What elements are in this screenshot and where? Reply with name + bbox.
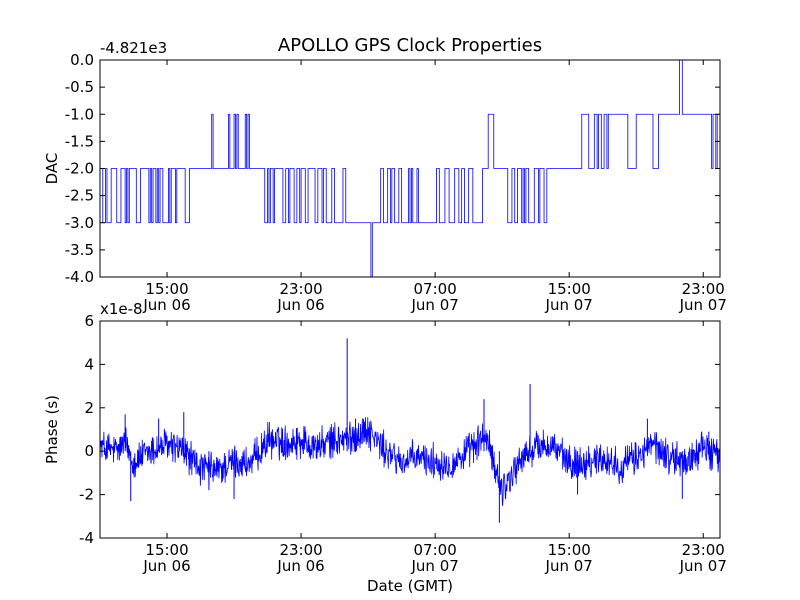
x-tick-label-date: Jun 07 xyxy=(410,296,458,314)
x-tick-label-date: Jun 07 xyxy=(679,557,727,575)
x-tick-label-time: 07:00 xyxy=(414,541,457,559)
phase-series-line xyxy=(100,417,720,506)
y-tick-label: -1.5 xyxy=(65,132,94,150)
y-tick-label: -2.0 xyxy=(65,160,94,178)
axes-frame xyxy=(99,320,721,539)
x-tick-label-time: 15:00 xyxy=(548,541,591,559)
chart-title: APOLLO GPS Clock Properties xyxy=(278,35,542,56)
x-tick-label-date: Jun 07 xyxy=(545,557,593,575)
y-offset-text: -4.821e3 xyxy=(100,39,167,57)
x-tick-label-date: Jun 07 xyxy=(410,557,458,575)
dac-axes: 0.0 -0.5 -1.0 -1.5 -2.0 -2.5 -3.0 -3.5 -4.0 15:00… xyxy=(43,39,727,314)
x-tick-label-date: Jun 06 xyxy=(142,296,190,314)
y-tick-label: 0 xyxy=(84,442,94,460)
y-tick-label: -4.0 xyxy=(65,268,94,286)
y-tick-label: -0.5 xyxy=(65,78,94,96)
y-tick-label: -2 xyxy=(79,486,94,504)
x-tick-label-time: 23:00 xyxy=(279,541,322,559)
x-tick-label-time: 15:00 xyxy=(548,280,591,298)
dac-series-line xyxy=(100,60,720,277)
y-tick-label: 2 xyxy=(84,399,94,417)
y-axis-label: Phase (s) xyxy=(43,395,61,464)
y-axis-label: DAC xyxy=(43,153,61,185)
x-tick-label-date: Jun 06 xyxy=(276,296,324,314)
y-tick-label: -1.0 xyxy=(65,105,94,123)
y-offset-text: x1e-8 xyxy=(100,300,143,318)
x-tick-label-time: 15:00 xyxy=(145,541,188,559)
x-tick-label-time: 15:00 xyxy=(145,280,188,298)
x-tick-label-time: 23:00 xyxy=(682,541,725,559)
y-tick-label: 6 xyxy=(84,312,94,330)
x-tick-label-date: Jun 07 xyxy=(545,296,593,314)
x-tick-label-time: 07:00 xyxy=(414,280,457,298)
y-tick-label: 0.0 xyxy=(70,51,94,69)
x-tick-label-time: 23:00 xyxy=(279,280,322,298)
x-tick-label-date: Jun 07 xyxy=(679,296,727,314)
y-tick-label: 4 xyxy=(84,355,94,373)
x-axis-label: Date (GMT) xyxy=(367,577,453,595)
y-tick-label: -3.0 xyxy=(65,214,94,232)
x-tick-label-date: Jun 06 xyxy=(142,557,190,575)
x-tick-label-time: 23:00 xyxy=(682,280,725,298)
y-tick-label: -2.5 xyxy=(65,187,94,205)
y-tick-label: -3.5 xyxy=(65,241,94,259)
x-tick-label-date: Jun 06 xyxy=(276,557,324,575)
y-tick-label: -4 xyxy=(79,529,94,547)
